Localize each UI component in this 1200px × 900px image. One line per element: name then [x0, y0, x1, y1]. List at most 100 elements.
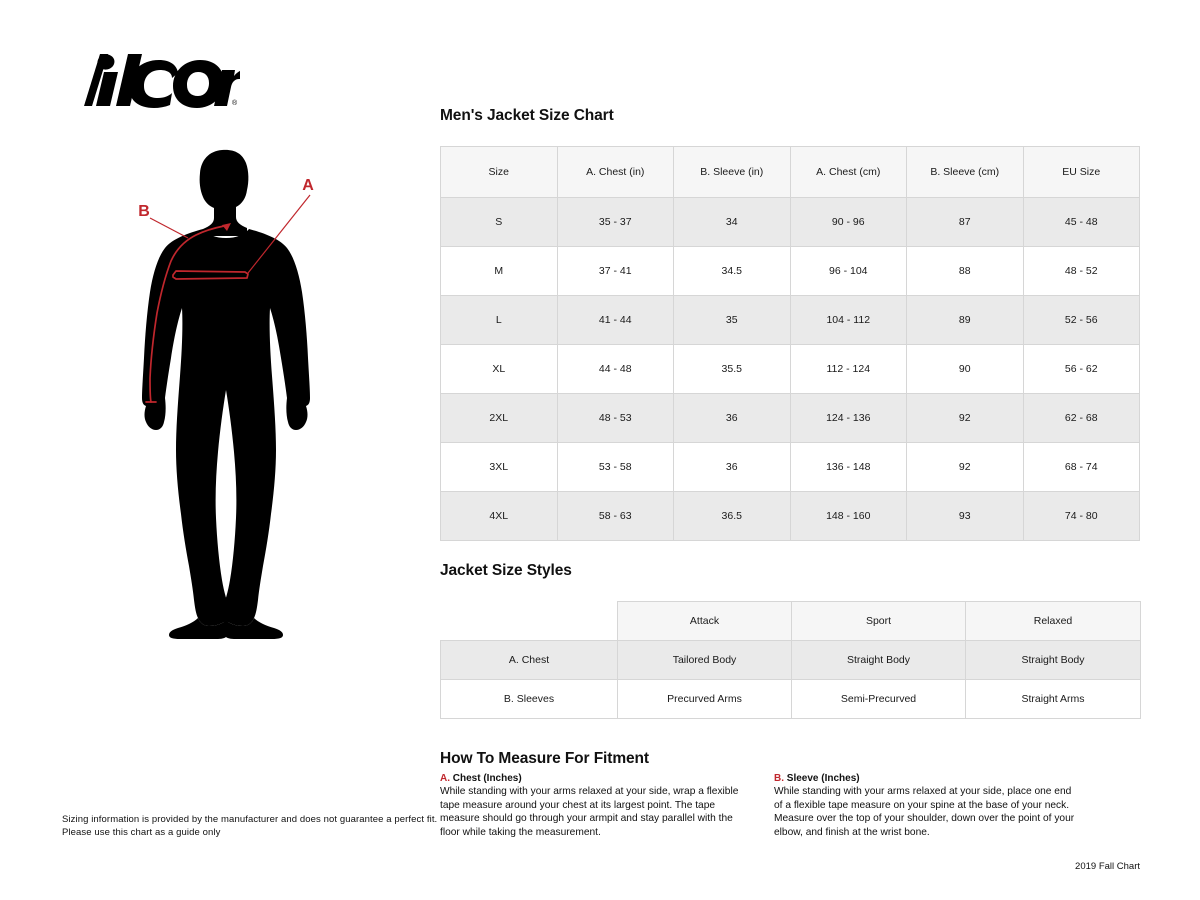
table-row: M 37 - 41 34.5 96 - 104 88 48 - 52 [440, 246, 1140, 296]
cell-chest-in: 48 - 53 [556, 393, 674, 443]
cell-eu-size: 74 - 80 [1022, 491, 1140, 541]
cell-sleeve-in: 36 [673, 442, 791, 492]
styles-sleeves-sport: Semi-Precurved [791, 679, 966, 719]
cell-eu-size: 48 - 52 [1022, 246, 1140, 296]
cell-sleeve-cm: 88 [906, 246, 1024, 296]
column-header-size: Size [440, 146, 558, 198]
styles-chest-attack: Tailored Body [617, 640, 792, 680]
cell-chest-cm: 112 - 124 [789, 344, 907, 394]
column-header-chest-cm: A. Chest (cm) [789, 146, 907, 198]
cell-chest-in: 58 - 63 [556, 491, 674, 541]
column-header-sleeve-in: B. Sleeve (in) [673, 146, 791, 198]
measure-title-chest: A. Chest (Inches) [440, 773, 746, 784]
measure-block-chest: A. Chest (Inches) While standing with yo… [440, 773, 746, 839]
style-header-attack: Attack [617, 601, 792, 641]
how-to-measure-heading: How To Measure For Fitment [440, 750, 649, 767]
column-header-sleeve-cm: B. Sleeve (cm) [906, 146, 1024, 198]
column-header-chest-in: A. Chest (in) [556, 146, 674, 198]
cell-sleeve-in: 34 [673, 197, 791, 247]
cell-size: XL [440, 344, 558, 394]
leader-line-a [247, 194, 311, 274]
cell-size: M [440, 246, 558, 296]
cell-chest-cm: 124 - 136 [789, 393, 907, 443]
cell-chest-in: 37 - 41 [556, 246, 674, 296]
annotation-label-b: B [138, 203, 150, 220]
cell-chest-in: 41 - 44 [556, 295, 674, 345]
cell-chest-cm: 104 - 112 [789, 295, 907, 345]
size-chart-header-row: Size A. Chest (in) B. Sleeve (in) A. Che… [440, 146, 1140, 198]
cell-size: 3XL [440, 442, 558, 492]
cell-sleeve-cm: 93 [906, 491, 1024, 541]
size-chart-table-wrapper: Size A. Chest (in) B. Sleeve (in) A. Che… [440, 146, 1140, 541]
styles-row-label-sleeves: B. Sleeves [440, 679, 618, 719]
styles-chest-relaxed: Straight Body [965, 640, 1141, 680]
measure-body-chest: While standing with your arms relaxed at… [440, 786, 739, 838]
table-row: 4XL 58 - 63 36.5 148 - 160 93 74 - 80 [440, 491, 1140, 541]
size-chart-heading: Men's Jacket Size Chart [440, 107, 614, 124]
cell-eu-size: 56 - 62 [1022, 344, 1140, 394]
cell-sleeve-in: 34.5 [673, 246, 791, 296]
measurement-lines [145, 225, 249, 403]
table-row: B. Sleeves Precurved Arms Semi-Precurved… [440, 679, 1141, 719]
size-chart-table: Size A. Chest (in) B. Sleeve (in) A. Che… [440, 146, 1140, 541]
cell-chest-cm: 96 - 104 [789, 246, 907, 296]
cell-size: 2XL [440, 393, 558, 443]
chart-season-label: 2019 Fall Chart [1075, 861, 1140, 872]
male-silhouette [142, 149, 310, 639]
styles-corner-blank [440, 601, 618, 641]
table-row: L 41 - 44 35 104 - 112 89 52 - 56 [440, 295, 1140, 345]
left-column: ® [0, 0, 437, 900]
cell-sleeve-in: 36 [673, 393, 791, 443]
disclaimer-line-1: Sizing information is provided by the ma… [62, 814, 438, 825]
table-row: 3XL 53 - 58 36 136 - 148 92 68 - 74 [440, 442, 1140, 492]
cell-chest-in: 35 - 37 [556, 197, 674, 247]
cell-eu-size: 62 - 68 [1022, 393, 1140, 443]
table-row: 2XL 48 - 53 36 124 - 136 92 62 - 68 [440, 393, 1140, 443]
cell-sleeve-in: 35 [673, 295, 791, 345]
measure-block-sleeve: B. Sleeve (Inches) While standing with y… [774, 773, 1080, 839]
measure-marker-b: B. [774, 773, 784, 784]
measure-title-text-chest: Chest (Inches) [452, 773, 522, 784]
measure-marker-a: A. [440, 773, 450, 784]
jacket-size-styles-table: Attack Sport Relaxed A. Chest Tailored B… [440, 601, 1141, 719]
arrowhead-b [222, 223, 231, 231]
cell-sleeve-cm: 90 [906, 344, 1024, 394]
styles-sleeves-relaxed: Straight Arms [965, 679, 1141, 719]
annotation-leaders [149, 194, 311, 274]
registered-trademark-symbol: ® [232, 99, 238, 107]
measure-title-sleeve: B. Sleeve (Inches) [774, 773, 1080, 784]
cell-chest-cm: 136 - 148 [789, 442, 907, 492]
cell-sleeve-cm: 87 [906, 197, 1024, 247]
table-row: S 35 - 37 34 90 - 96 87 45 - 48 [440, 197, 1140, 247]
cell-size: 4XL [440, 491, 558, 541]
column-header-eu-size: EU Size [1022, 146, 1140, 198]
cell-eu-size: 45 - 48 [1022, 197, 1140, 247]
table-row: A. Chest Tailored Body Straight Body Str… [440, 640, 1141, 680]
styles-heading: Jacket Size Styles [440, 562, 572, 579]
cell-sleeve-cm: 92 [906, 393, 1024, 443]
styles-row-label-chest: A. Chest [440, 640, 618, 680]
cell-sleeve-cm: 89 [906, 295, 1024, 345]
sleeve-measure-line [149, 225, 225, 403]
how-to-measure-columns: A. Chest (Inches) While standing with yo… [440, 773, 1140, 839]
styles-table-wrapper: Attack Sport Relaxed A. Chest Tailored B… [440, 601, 1141, 719]
icon-brand-logo: ® [60, 48, 240, 110]
sizing-disclaimer: Sizing information is provided by the ma… [62, 813, 442, 840]
cell-chest-in: 44 - 48 [556, 344, 674, 394]
style-header-sport: Sport [791, 601, 966, 641]
cell-size: L [440, 295, 558, 345]
measure-title-text-sleeve: Sleeve (Inches) [786, 773, 860, 784]
measure-body-sleeve: While standing with your arms relaxed at… [774, 786, 1075, 838]
cell-eu-size: 68 - 74 [1022, 442, 1140, 492]
cell-sleeve-cm: 92 [906, 442, 1024, 492]
styles-header-row: Attack Sport Relaxed [440, 601, 1141, 641]
cell-size: S [440, 197, 558, 247]
annotation-label-a: A [302, 177, 314, 194]
cell-eu-size: 52 - 56 [1022, 295, 1140, 345]
body-measurement-illustration: A B [110, 140, 360, 640]
cell-chest-cm: 148 - 160 [789, 491, 907, 541]
styles-sleeves-attack: Precurved Arms [617, 679, 792, 719]
cell-sleeve-in: 35.5 [673, 344, 791, 394]
style-header-relaxed: Relaxed [965, 601, 1141, 641]
table-row: XL 44 - 48 35.5 112 - 124 90 56 - 62 [440, 344, 1140, 394]
